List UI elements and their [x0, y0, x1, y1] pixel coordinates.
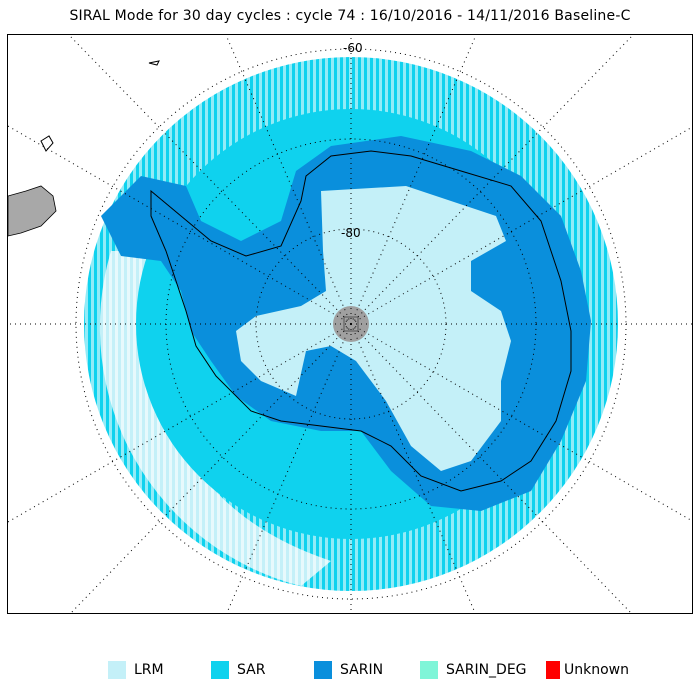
antarctic-coastline: [150, 150, 572, 492]
south-america-land: [8, 185, 57, 237]
lat-label-80: -80: [341, 226, 361, 240]
legend-label-unknown: Unknown: [564, 662, 629, 678]
map-frame: -60 -80: [7, 34, 693, 614]
legend-swatch-sar: [211, 661, 229, 679]
graticule-parallels: [75, 48, 627, 600]
legend-item-sarin: SARIN: [314, 658, 383, 682]
legend-item-lrm: LRM: [108, 658, 164, 682]
falkland-islands: [40, 135, 54, 152]
legend-label-sarin-deg: SARIN_DEG: [446, 662, 527, 678]
pole-marker: [343, 316, 359, 332]
legend-label-sar: SAR: [237, 662, 266, 678]
legend-swatch-sarin: [314, 661, 332, 679]
legend-item-sarin-deg: SARIN_DEG: [420, 658, 527, 682]
legend-swatch-lrm: [108, 661, 126, 679]
lrm-ocean-region: [99, 251, 331, 586]
island-small: [148, 60, 160, 66]
lat-label-60: -60: [343, 41, 363, 55]
legend-label-sarin: SARIN: [340, 662, 384, 678]
graticule-meridians: [8, 35, 692, 613]
polar-map: -60 -80: [8, 35, 692, 613]
legend-swatch-unknown: [546, 661, 560, 679]
legend-item-unknown: Unknown: [546, 658, 629, 682]
map-title: SIRAL Mode for 30 day cycles : cycle 74 …: [69, 8, 631, 24]
legend: LRM SAR SARIN SARIN_DEG Unknown: [0, 658, 700, 682]
legend-swatch-sarin-deg: [420, 661, 438, 679]
legend-item-sar: SAR: [211, 658, 265, 682]
legend-label-lrm: LRM: [134, 662, 164, 678]
lrm-ice-sheet: [236, 186, 511, 471]
